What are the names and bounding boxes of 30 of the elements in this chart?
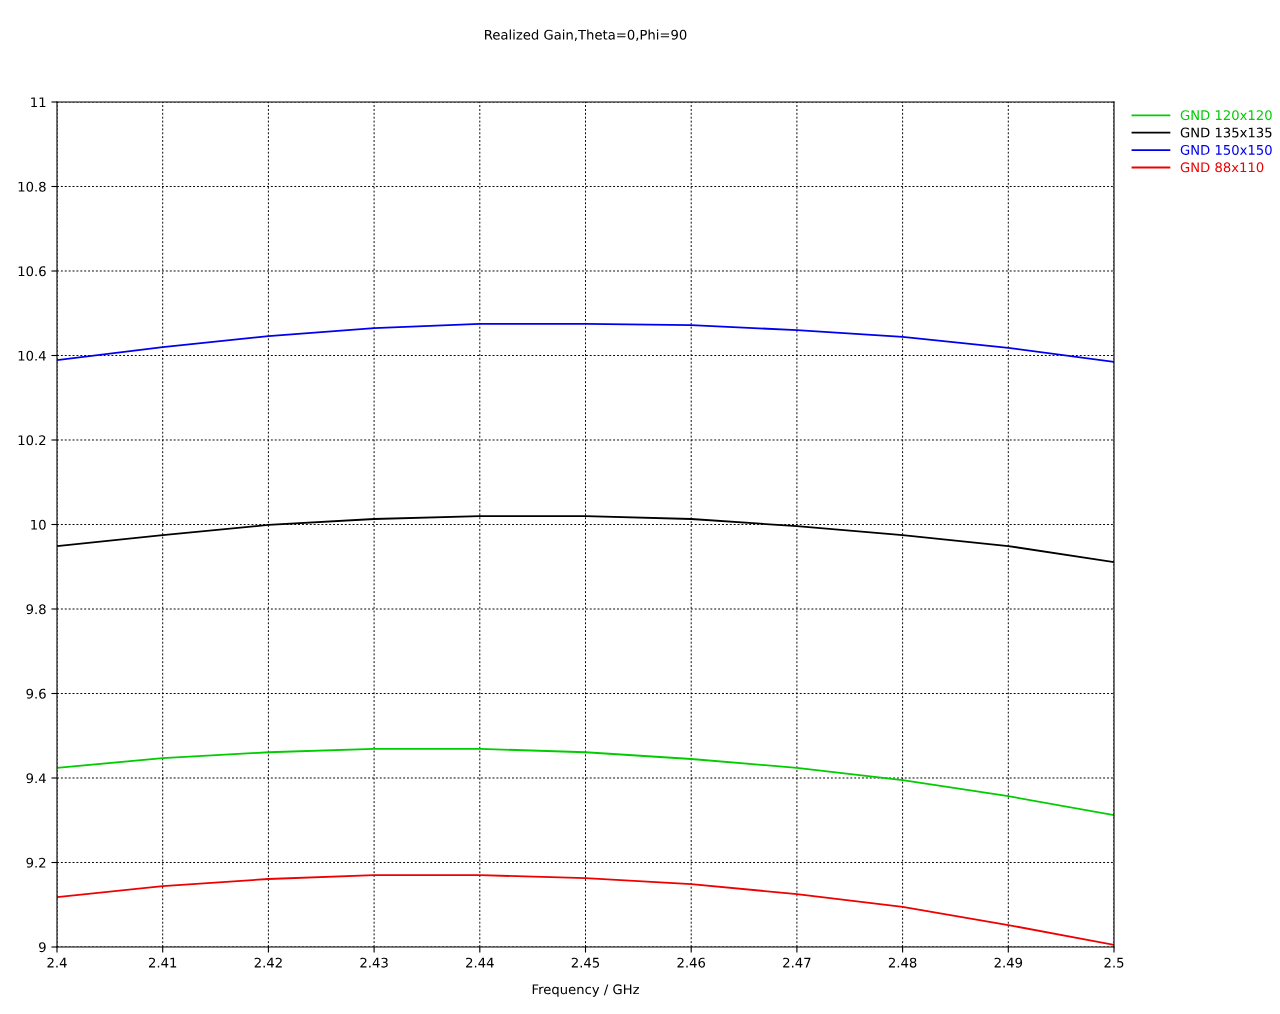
line-series [57,322,1114,363]
legend-label: GND 88x110 [1180,162,1264,173]
x-tick-label: 2.44 [466,957,494,968]
y-tick-label: 10.8 [18,181,46,192]
y-tick-label: 11 [31,97,46,108]
x-tick-label: 2.4 [47,957,67,968]
x-tick-label: 2.41 [148,957,177,968]
legend-label: GND 120x120 [1180,110,1272,121]
x-tick-label: 2.47 [783,957,811,968]
y-tick-label: 10.2 [18,435,46,446]
x-tick-label: 2.46 [677,957,706,968]
x-tick-label: 2.5 [1104,957,1124,968]
legend-label: GND 135x135 [1180,127,1272,138]
x-tick-label: 2.45 [571,957,600,968]
y-tick-label: 10.4 [18,350,46,361]
y-tick-label: 9.4 [26,773,46,784]
x-tick-label: 2.42 [254,957,282,968]
y-tick-label: 9.8 [26,604,46,615]
y-tick-label: 9 [39,942,46,953]
x-tick-label: 2.49 [994,957,1023,968]
y-tick-label: 9.2 [26,857,46,868]
y-tick-label: 10.6 [18,266,46,277]
line-series [57,747,1114,817]
y-tick-label: 10 [31,519,46,530]
legend-label: GND 150x150 [1180,144,1272,155]
x-axis-title: Frequency / GHz [532,984,639,997]
y-tick-label: 9.6 [26,688,46,699]
chart-title: Realized Gain,Theta=0,Phi=90 [485,29,687,42]
x-tick-label: 2.48 [888,957,917,968]
x-tick-label: 2.43 [360,957,388,968]
